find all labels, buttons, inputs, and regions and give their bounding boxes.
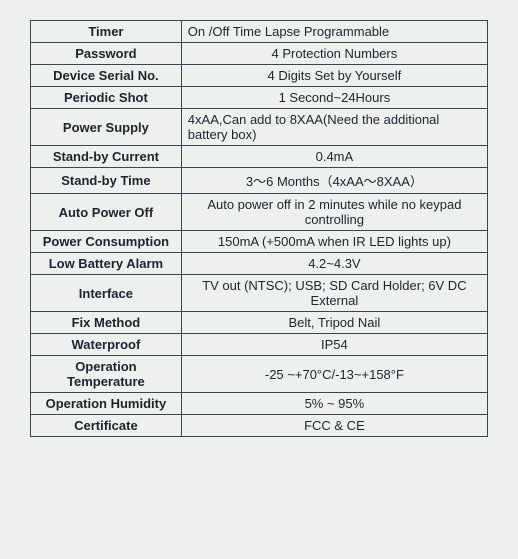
spec-value: 4xAA,Can add to 8XAA(Need the additional… bbox=[181, 109, 487, 146]
spec-label: Operation Humidity bbox=[31, 393, 182, 415]
table-row: Low Battery Alarm4.2~4.3V bbox=[31, 253, 488, 275]
spec-label: Auto Power Off bbox=[31, 194, 182, 231]
spec-value: Belt, Tripod Nail bbox=[181, 312, 487, 334]
table-row: Power Consumption150mA (+500mA when IR L… bbox=[31, 231, 488, 253]
table-row: Power Supply4xAA,Can add to 8XAA(Need th… bbox=[31, 109, 488, 146]
spec-label: Power Supply bbox=[31, 109, 182, 146]
spec-label: Low Battery Alarm bbox=[31, 253, 182, 275]
table-row: Operation Humidity5% ~ 95% bbox=[31, 393, 488, 415]
spec-label: Password bbox=[31, 43, 182, 65]
spec-value: 4.2~4.3V bbox=[181, 253, 487, 275]
table-row: CertificateFCC & CE bbox=[31, 415, 488, 437]
spec-label: Waterproof bbox=[31, 334, 182, 356]
spec-value: 150mA (+500mA when IR LED lights up) bbox=[181, 231, 487, 253]
table-row: WaterproofIP54 bbox=[31, 334, 488, 356]
spec-value: On /Off Time Lapse Programmable bbox=[181, 21, 487, 43]
table-row: Operation Temperature-25 ~+70°C/-13~+158… bbox=[31, 356, 488, 393]
table-row: Device Serial No.4 Digits Set by Yoursel… bbox=[31, 65, 488, 87]
spec-label: Operation Temperature bbox=[31, 356, 182, 393]
spec-label: Stand-by Time bbox=[31, 168, 182, 194]
table-row: Periodic Shot1 Second~24Hours bbox=[31, 87, 488, 109]
table-row: InterfaceTV out (NTSC); USB; SD Card Hol… bbox=[31, 275, 488, 312]
spec-value: 5% ~ 95% bbox=[181, 393, 487, 415]
spec-value: 4 Protection Numbers bbox=[181, 43, 487, 65]
spec-label: Interface bbox=[31, 275, 182, 312]
table-row: Stand-by Time3～6 Months（4xAA～8XAA） bbox=[31, 168, 488, 194]
spec-table: TimerOn /Off Time Lapse ProgrammablePass… bbox=[30, 20, 488, 437]
spec-table-body: TimerOn /Off Time Lapse ProgrammablePass… bbox=[31, 21, 488, 437]
spec-value: IP54 bbox=[181, 334, 487, 356]
table-row: Password4 Protection Numbers bbox=[31, 43, 488, 65]
table-row: Auto Power OffAuto power off in 2 minute… bbox=[31, 194, 488, 231]
spec-label: Periodic Shot bbox=[31, 87, 182, 109]
spec-value: FCC & CE bbox=[181, 415, 487, 437]
spec-value: 3～6 Months（4xAA～8XAA） bbox=[181, 168, 487, 194]
table-row: TimerOn /Off Time Lapse Programmable bbox=[31, 21, 488, 43]
table-row: Stand-by Current0.4mA bbox=[31, 146, 488, 168]
spec-label: Timer bbox=[31, 21, 182, 43]
spec-label: Power Consumption bbox=[31, 231, 182, 253]
spec-value: 4 Digits Set by Yourself bbox=[181, 65, 487, 87]
table-row: Fix MethodBelt, Tripod Nail bbox=[31, 312, 488, 334]
spec-value: 1 Second~24Hours bbox=[181, 87, 487, 109]
spec-value: 0.4mA bbox=[181, 146, 487, 168]
spec-label: Fix Method bbox=[31, 312, 182, 334]
spec-label: Device Serial No. bbox=[31, 65, 182, 87]
spec-value: Auto power off in 2 minutes while no key… bbox=[181, 194, 487, 231]
spec-value: TV out (NTSC); USB; SD Card Holder; 6V D… bbox=[181, 275, 487, 312]
spec-label: Certificate bbox=[31, 415, 182, 437]
spec-value: -25 ~+70°C/-13~+158°F bbox=[181, 356, 487, 393]
spec-label: Stand-by Current bbox=[31, 146, 182, 168]
